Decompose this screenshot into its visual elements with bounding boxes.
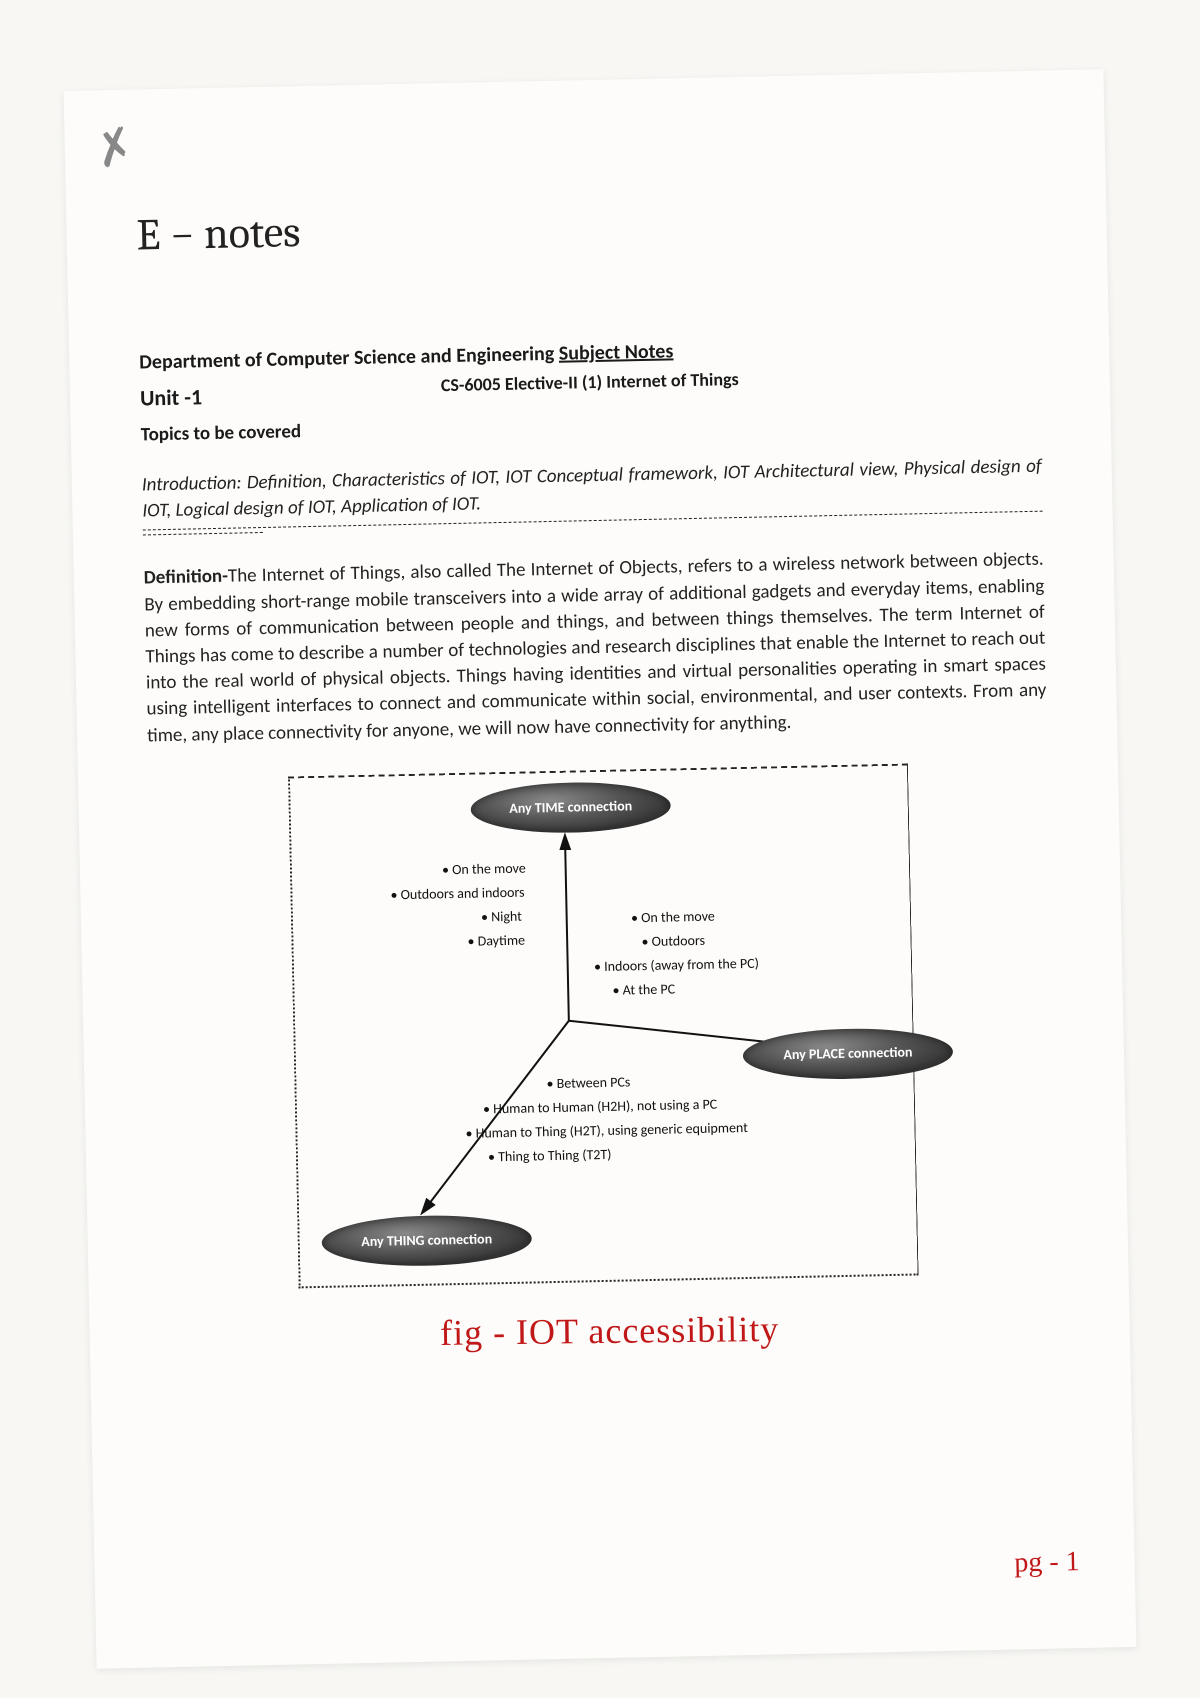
time-label: • Outdoors and indoors [390,883,524,903]
place-label: • At the PC [612,980,675,998]
iot-diagram: Any TIME connection Any PLACE connection… [288,763,919,1288]
time-label: • On the move [442,859,526,878]
place-label: • Outdoors [641,932,705,950]
diagram-border: Any TIME connection Any PLACE connection… [288,763,919,1288]
thing-label: • Human to Thing (H2T), using generic eq… [465,1119,748,1142]
bubble-any-thing: Any THING connection [321,1213,532,1267]
topics-header: Topics to be covered [141,405,1041,447]
thing-label: • Human to Human (H2H), not using a PC [483,1095,718,1117]
time-label: • Daytime [467,931,525,949]
place-label: • Indoors (away from the PC) [594,955,759,975]
definition-body: The Internet of Things, also called The … [144,548,1046,747]
thing-label: • Thing to Thing (T2T) [488,1146,612,1166]
department-text: Department of Computer Science and Engin… [139,342,559,375]
main-title: E − notes [136,191,1037,261]
bubble-any-time: Any TIME connection [470,780,671,834]
definition-paragraph: Definition-The Internet of Things, also … [144,547,1048,749]
place-label: • On the move [631,907,715,926]
thing-label: • Between PCs [546,1073,630,1092]
handwritten-caption: fig - IOT accessibility [159,1304,1059,1357]
handwritten-page-number: pg - 1 [1014,1546,1080,1579]
page-content: E − notes Department of Computer Science… [64,69,1131,1402]
axis-arrows [290,765,918,1286]
bubble-any-place: Any PLACE connection [742,1026,953,1080]
definition-label: Definition- [144,565,229,590]
document-page: ✗ E − notes Department of Computer Scien… [64,69,1137,1668]
time-label: • Night [481,907,522,925]
dashed-separator-short [143,532,263,536]
subject-notes-text: Subject Notes [559,339,674,365]
